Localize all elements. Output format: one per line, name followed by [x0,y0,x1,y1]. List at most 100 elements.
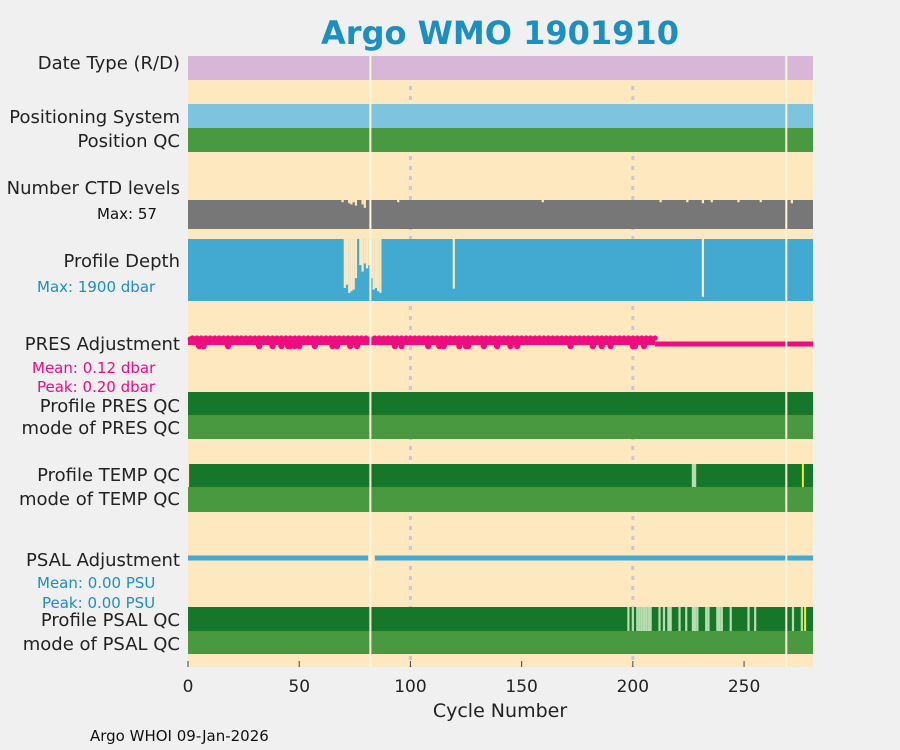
pres-adj-dip-96 [398,342,405,350]
mode-psal-qc-bar [188,631,813,654]
pres-adj-dip-7 [200,342,207,350]
pres-adj-dip-76 [353,342,361,350]
pres-adj-dip-46 [287,342,294,350]
x-tick-label-100: 100 [394,677,426,697]
ctd-dip-cycle-272 [790,200,793,204]
depth-gap-cycle-81 [365,239,369,269]
psal-qc-pale-cycle-214 [662,607,666,631]
depth-gap-cycle-85 [374,239,378,288]
stat-pres-peak: Peak: 0.20 dbar [37,378,156,396]
psal-qc-pale-cycle-206 [645,607,648,631]
depth-gap-cycle-87 [379,239,382,293]
label-positioning-system: Positioning System [9,107,180,128]
pres-adj-dip-18 [224,342,232,350]
stat-psal-mean: Mean: 0.00 PSU [37,574,155,592]
pres-adj-dip-172 [567,342,574,350]
footer-credit: Argo WHOI 09-Jan-2026 [90,727,269,745]
depth-gap-cycle-232 [701,239,705,297]
psal-qc-pale-cycle-198 [627,607,630,631]
psal-qc-pale-cycle-272 [791,607,795,631]
psal-qc-pale-cycle-233 [705,607,708,631]
depth-gap-cycle-71 [343,239,346,288]
profile-temp-qc-bar [189,464,813,487]
psal-qc-pale-cycle-240 [720,607,723,631]
pres-adj-dip-5 [195,342,203,350]
label-psal-adjustment: PSAL Adjustment [26,550,180,571]
ctd-dip-cycle-80 [363,200,366,208]
label-date-type: Date Type (R/D) [38,53,180,74]
pres-adj-dip-65 [329,342,336,350]
psal-qc-pale-cycle-234 [707,607,710,631]
pres-adj-dip-190 [607,342,614,350]
ctd-dip-cycle-225 [686,200,689,203]
pres-adj-dip-50 [296,342,303,350]
depth-gap-cycle-83 [370,239,373,279]
label-mode-pres-qc: mode of PRES QC [22,418,180,439]
psal-qc-pale-cycle-238 [716,607,719,631]
label-mode-temp-qc: mode of TEMP QC [19,489,180,510]
depth-gap-cycle-78 [359,239,362,266]
pres-adj-dip-148 [513,342,521,350]
ctd-dip-cycle-70 [341,200,344,203]
psal-qc-pale-cycle-216 [667,607,670,631]
chart-title: Argo WMO 1901910 [321,14,679,52]
plot-area [187,56,813,667]
psal-qc-pale-cycle-255 [754,607,757,631]
ctd-dip-cycle-74 [350,200,353,205]
positioning-system-bar [188,104,813,128]
pres-adj-dip-38 [269,342,276,350]
ctd-dip-cycle-213 [659,200,662,203]
depth-gap-cycle-74 [350,239,353,292]
x-tick-label-150: 150 [505,677,537,697]
panel-labels: Date Type (R/D) Positioning System Posit… [7,53,568,745]
depth-gap-cycle-86 [377,239,380,292]
psal-qc-pale-cycle-229 [696,607,699,631]
x-tick-label-250: 250 [728,677,760,697]
psal-qc-pale-cycle-224 [685,607,688,631]
ctd-dip-cycle-76 [354,200,358,206]
ctd-dip-cycle-95 [397,200,400,203]
psal-qc-pale-cycle-276 [800,607,803,631]
pres-adj-dip-108 [425,342,432,350]
psal-qc-pale-cycle-205 [642,607,646,631]
profile-depth-bar [188,239,813,301]
pres-adj-dip-122 [456,342,463,350]
pres-adj-dip-145 [507,342,514,350]
pres-adj-dip-205 [640,342,648,350]
pres-adj-dip-57 [311,342,318,350]
ctd-dip-cycle-258 [759,200,762,203]
position-qc-bar [188,128,813,152]
depth-gap-cycle-82 [368,239,371,266]
pres-adj-dip-113 [436,342,443,350]
label-profile-depth: Profile Depth [63,251,180,272]
pres-adj-dip-115 [440,342,447,350]
temp-qc-pale-cycle-227 [691,464,697,487]
stat-depth-max: Max: 1900 dbar [37,278,156,296]
plot-background [188,56,813,667]
ctd-dip-cycle-75 [352,200,355,203]
depth-gap-cycle-120 [452,239,455,289]
depth-gap-cycle-76 [354,239,358,279]
ctd-dip-cycle-160 [541,200,544,203]
psal-qc-pale-cycle-217 [669,607,672,631]
date-type-bar [188,56,813,80]
ctd-levels-bar [188,200,813,229]
mode-pres-qc-bar [188,415,813,439]
ctd-dip-cycle-248 [737,200,740,203]
pres-adj-point-210 [652,335,658,341]
pres-adj-dip-73 [347,342,354,350]
label-position-qc: Position QC [77,131,180,152]
pres-adj-dip-139 [493,342,501,350]
pres-adj-dip-67 [333,342,341,350]
depth-gap-cycle-75 [352,239,355,290]
depth-gap-cycle-73 [348,239,351,293]
label-mode-psal-qc: mode of PSAL QC [23,634,180,655]
psal-qc-pale-cycle-207 [647,607,650,631]
pres-adj-dip-32 [255,342,263,350]
psal-qc-pale-cycle-244 [729,607,732,631]
mode-temp-qc-bar [188,487,813,512]
pres-adj-dip-186 [598,342,605,350]
psal-qc-pale-cycle-212 [658,607,661,631]
psal-qc-pale-cycle-200 [631,607,634,631]
